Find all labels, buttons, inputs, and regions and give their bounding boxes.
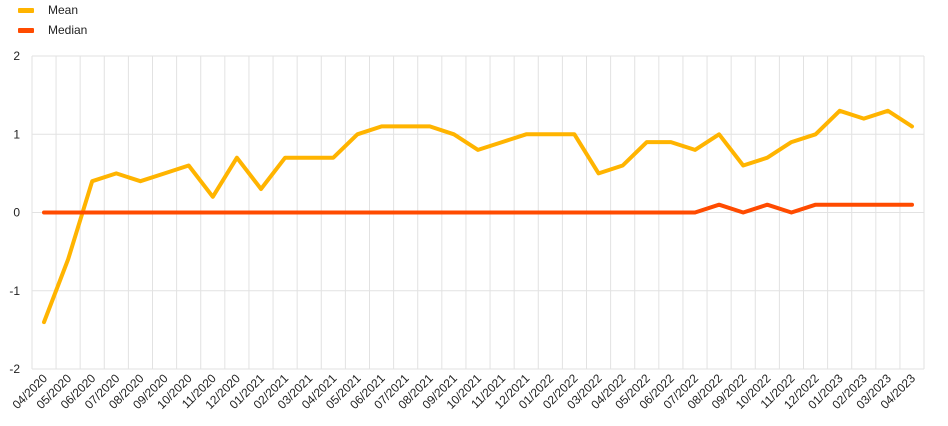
data-point-mean bbox=[332, 156, 335, 159]
data-point-median bbox=[911, 203, 914, 206]
data-point-mean bbox=[645, 141, 648, 144]
data-point-mean bbox=[139, 180, 142, 183]
data-point-mean bbox=[67, 258, 70, 261]
data-point-mean bbox=[766, 156, 769, 159]
data-point-median bbox=[694, 211, 697, 214]
data-point-median bbox=[742, 211, 745, 214]
data-point-mean bbox=[838, 109, 841, 112]
data-point-median bbox=[43, 211, 46, 214]
data-point-mean bbox=[43, 321, 46, 324]
data-point-median bbox=[718, 203, 721, 206]
data-point-median bbox=[260, 211, 263, 214]
data-point-median bbox=[838, 203, 841, 206]
data-point-mean bbox=[308, 156, 311, 159]
data-point-median bbox=[115, 211, 118, 214]
data-point-median bbox=[862, 203, 865, 206]
data-point-mean bbox=[911, 125, 914, 128]
data-point-median bbox=[597, 211, 600, 214]
data-point-mean bbox=[573, 133, 576, 136]
data-point-mean bbox=[501, 141, 504, 144]
data-point-median bbox=[621, 211, 624, 214]
data-point-mean bbox=[380, 125, 383, 128]
data-point-mean bbox=[862, 117, 865, 120]
series-line-mean bbox=[42, 108, 914, 325]
data-point-median bbox=[452, 211, 455, 214]
data-point-median bbox=[67, 211, 70, 214]
data-point-median bbox=[308, 211, 311, 214]
data-point-mean bbox=[886, 109, 889, 112]
data-point-mean bbox=[742, 164, 745, 167]
data-point-median bbox=[187, 211, 190, 214]
data-point-mean bbox=[669, 141, 672, 144]
data-point-mean bbox=[91, 180, 94, 183]
legend-label-median: Median bbox=[48, 23, 88, 37]
data-point-median bbox=[525, 211, 528, 214]
data-point-median bbox=[501, 211, 504, 214]
data-point-mean bbox=[284, 156, 287, 159]
data-point-mean bbox=[235, 156, 238, 159]
data-point-mean bbox=[621, 164, 624, 167]
data-point-mean bbox=[428, 125, 431, 128]
data-point-median bbox=[163, 211, 166, 214]
y-tick-label: -1 bbox=[9, 284, 20, 298]
data-point-median bbox=[477, 211, 480, 214]
data-point-mean bbox=[814, 133, 817, 136]
data-point-median bbox=[404, 211, 407, 214]
data-point-median bbox=[211, 211, 214, 214]
data-point-mean bbox=[404, 125, 407, 128]
data-point-mean bbox=[163, 172, 166, 175]
legend-swatch-mean bbox=[18, 7, 34, 13]
data-point-mean bbox=[597, 172, 600, 175]
data-point-mean bbox=[356, 133, 359, 136]
data-point-mean bbox=[694, 148, 697, 151]
data-point-mean bbox=[211, 195, 214, 198]
legend: Mean Median bbox=[18, 0, 87, 40]
data-point-mean bbox=[187, 164, 190, 167]
data-point-median bbox=[91, 211, 94, 214]
data-point-median bbox=[814, 203, 817, 206]
data-point-mean bbox=[260, 188, 263, 191]
data-point-median bbox=[886, 203, 889, 206]
data-point-median bbox=[790, 211, 793, 214]
series-line-median bbox=[42, 202, 914, 215]
data-point-mean bbox=[115, 172, 118, 175]
y-tick-label: 1 bbox=[13, 127, 20, 141]
data-point-median bbox=[766, 203, 769, 206]
data-point-mean bbox=[477, 148, 480, 151]
y-tick-label: 2 bbox=[13, 49, 20, 63]
data-point-mean bbox=[790, 141, 793, 144]
data-point-median bbox=[284, 211, 287, 214]
data-point-median bbox=[380, 211, 383, 214]
data-point-median bbox=[139, 211, 142, 214]
legend-item-mean: Mean bbox=[18, 0, 87, 20]
data-point-median bbox=[573, 211, 576, 214]
y-tick-label: -2 bbox=[9, 362, 20, 376]
data-point-mean bbox=[549, 133, 552, 136]
legend-swatch-median bbox=[18, 27, 34, 33]
legend-label-mean: Mean bbox=[48, 3, 79, 17]
data-point-mean bbox=[452, 133, 455, 136]
y-tick-label: 0 bbox=[13, 206, 20, 220]
legend-item-median: Median bbox=[18, 20, 87, 40]
data-point-mean bbox=[718, 133, 721, 136]
data-point-median bbox=[645, 211, 648, 214]
data-point-median bbox=[669, 211, 672, 214]
data-point-median bbox=[235, 211, 238, 214]
data-point-median bbox=[428, 211, 431, 214]
data-point-median bbox=[549, 211, 552, 214]
data-point-median bbox=[332, 211, 335, 214]
data-point-median bbox=[356, 211, 359, 214]
data-point-mean bbox=[525, 133, 528, 136]
